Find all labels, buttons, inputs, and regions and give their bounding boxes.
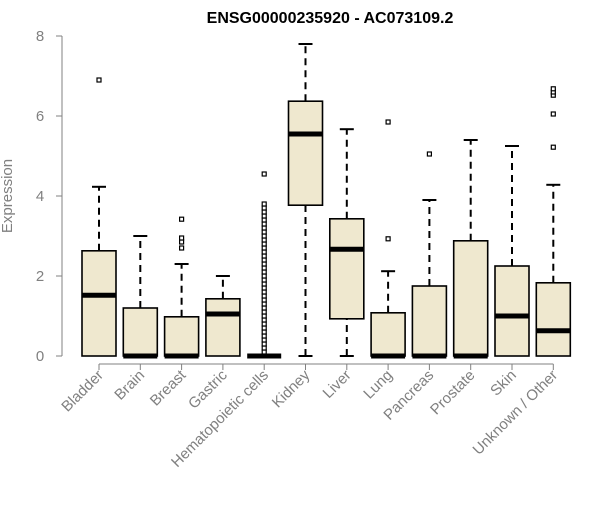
x-tick-label: Prostate [427,367,479,419]
y-tick-label: 8 [36,28,44,45]
outlier-point [261,285,267,291]
outlier-point [550,144,556,150]
x-tick-label: Brain [111,367,148,404]
outlier-point [261,265,267,271]
box-body [205,297,241,357]
box-body [328,218,365,320]
box-brain [122,235,159,359]
box-body [81,250,117,357]
y-tick-label: 0 [36,348,44,365]
outlier-point [261,305,267,311]
outlier-point [261,273,267,279]
outlier-point [261,217,267,223]
box-body [122,307,159,357]
outlier-point [261,221,267,227]
x-tick-label: Kidney [269,366,314,411]
x-tick-label: Liver [320,367,355,402]
outlier-point [261,233,267,239]
box-kidney [287,43,324,357]
outlier-point [261,345,267,351]
y-tick-label: 4 [36,188,44,205]
outlier-point [261,245,267,251]
box-pancreas [411,151,448,359]
outlier-point [179,235,185,241]
outlier-point [261,337,267,343]
outlier-point [261,261,267,267]
outlier-point [261,321,267,327]
box-liver [328,128,365,357]
outlier-point [261,289,267,295]
outlier-point [261,313,267,319]
box-body [370,311,406,357]
box-skin [494,145,530,357]
outlier-point [261,309,267,315]
x-tick-label: Breast [147,366,190,409]
box-hematopoietic-cells [247,171,282,359]
outlier-point [261,269,267,275]
outlier-point [261,209,267,215]
outlier-point [261,293,267,299]
outlier-point [261,205,267,211]
outlier-point [261,237,267,243]
outlier-point [179,239,185,245]
box-body [411,285,448,357]
x-tick-label: Lung [360,367,396,403]
outlier-point [261,301,267,307]
outlier-point [261,333,267,339]
outlier-point [96,77,102,83]
x-tick-label: Skin [487,367,520,400]
box-unknown-other [535,86,572,357]
outlier-point [261,257,267,263]
box-breast [163,216,200,359]
box-bladder [81,77,117,357]
box-gastric [205,275,241,357]
outlier-point [261,225,267,231]
outlier-point [261,297,267,303]
outlier-point [426,151,432,157]
y-tick-label: 6 [36,108,44,125]
x-tick-label: Bladder [58,367,107,416]
outlier-point [261,325,267,331]
outlier-point [261,201,267,207]
box-body [163,315,200,357]
outlier-point [261,249,267,255]
box-body [494,265,530,357]
outlier-point [550,86,556,92]
outlier-point [261,329,267,335]
outlier-point [179,216,185,222]
outlier-point [261,253,267,259]
y-axis: 0 2 4 6 8 [36,28,63,365]
box-series [81,43,572,359]
y-tick-label: 2 [36,268,44,285]
outlier-point [261,281,267,287]
box-body [452,240,489,357]
chart-title: ENSG00000235920 - AC073109.2 [207,10,454,27]
outlier-point [261,349,267,355]
outlier-point [385,119,391,125]
y-axis-label: Expression [0,159,16,233]
outlier-point [550,111,556,117]
outlier-point [385,236,391,242]
outlier-point [179,245,185,251]
outlier-point [261,171,267,177]
box-lung [370,119,406,359]
box-body [287,100,324,206]
outlier-point [261,241,267,247]
outlier-point [261,213,267,219]
outlier-point [261,277,267,283]
outlier-point [261,229,267,235]
box-body [535,281,572,357]
box-prostate [452,139,489,359]
outlier-point [261,341,267,347]
outlier-point [261,317,267,323]
